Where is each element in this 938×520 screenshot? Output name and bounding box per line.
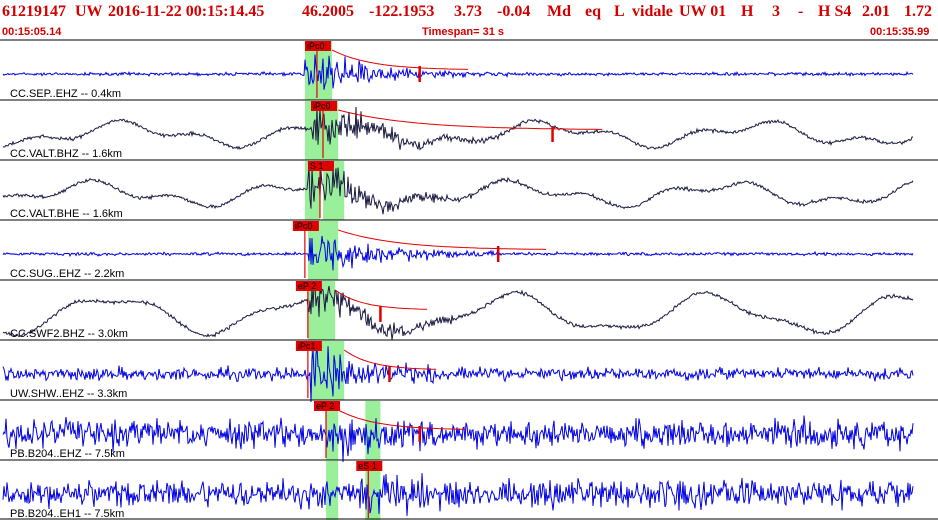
network-code: UW bbox=[75, 3, 103, 20]
dash: - bbox=[798, 3, 804, 20]
waveform bbox=[2, 285, 914, 340]
latitude: 46.2005 bbox=[302, 3, 354, 20]
origin-time: 2016-11-22 00:15:14.45 bbox=[108, 3, 265, 20]
station-label: CC.VALT.BHE -- 1.6km bbox=[10, 208, 123, 220]
coda-curve bbox=[337, 409, 467, 430]
pick-label: eS 1 bbox=[358, 461, 377, 471]
pick-label-box bbox=[295, 341, 322, 351]
pick-label-box bbox=[307, 161, 334, 171]
pick-label-box bbox=[356, 461, 383, 471]
timespan-label: Timespan= 31 s bbox=[422, 26, 505, 38]
pick-label: iPc0 bbox=[313, 101, 331, 111]
time-bar: 00:15:05.14 Timespan= 31 s 00:15:35.99 bbox=[0, 24, 938, 40]
depth: 3.73 bbox=[454, 3, 482, 20]
station-label: CC.SUG..EHZ -- 2.2km bbox=[10, 268, 124, 280]
pick-label: S 1 bbox=[310, 161, 324, 171]
pick-label: eP 2 bbox=[316, 401, 334, 411]
waveform bbox=[2, 106, 913, 151]
analysis-window bbox=[365, 401, 381, 460]
waveform bbox=[2, 345, 914, 403]
start-time: 00:15:05.14 bbox=[2, 26, 62, 38]
pick-label-box bbox=[310, 101, 337, 111]
trace-panel-6: iPc1 UW.SHW..EHZ -- 3.3km bbox=[0, 339, 938, 403]
coda-curve bbox=[338, 229, 547, 250]
longitude: -122.1953 bbox=[369, 3, 435, 20]
end-time: 00:15:35.99 bbox=[870, 26, 930, 38]
pick-label-box bbox=[292, 221, 319, 231]
waveform bbox=[2, 165, 914, 215]
waveform bbox=[2, 473, 914, 516]
magnitude-type: Md bbox=[547, 3, 571, 20]
pick-label-box bbox=[304, 41, 331, 51]
location-flag: L bbox=[614, 3, 625, 20]
waveform bbox=[2, 415, 914, 463]
phase-count: 3 bbox=[772, 3, 780, 20]
trace-panel-5: eP 2 CC.SWF2.BHZ -- 3.0km bbox=[0, 279, 938, 340]
station-label: PB.B204..EH1 -- 7.5km bbox=[10, 508, 124, 520]
trace-panel-2: iPc0 CC.VALT.BHZ -- 1.6km bbox=[0, 99, 938, 160]
pick-label: iPc0 bbox=[295, 221, 313, 231]
pick-label: iPc0 bbox=[307, 41, 325, 51]
trace-panel-3: S 1 CC.VALT.BHE -- 1.6km bbox=[0, 159, 938, 220]
pick-label: eP 2 bbox=[298, 281, 316, 291]
event-id: 61219147 bbox=[2, 3, 66, 20]
magnitude: -0.04 bbox=[497, 3, 531, 20]
value-1: 2.01 bbox=[862, 3, 890, 20]
seismogram-panel: iPc0 CC.SEP..EHZ -- 0.4km iPc0 CC.VALT.BHZ … bbox=[0, 39, 938, 520]
pick-label: iPc1 bbox=[298, 341, 316, 351]
analyst: vidale bbox=[632, 3, 673, 20]
analysis-window bbox=[326, 461, 339, 520]
pick-label-box bbox=[295, 281, 322, 291]
coda-curve bbox=[338, 109, 603, 130]
event-header: 61219147 UW 2016-11-22 00:15:14.45 46.20… bbox=[0, 1, 938, 25]
waveform bbox=[2, 235, 914, 271]
trace-panel-1: iPc0 CC.SEP..EHZ -- 0.4km bbox=[0, 39, 938, 100]
coda-curve bbox=[331, 49, 469, 70]
trace-panel-7: eP 2 PB.B204..EHZ -- 7.5km bbox=[0, 399, 938, 463]
station-label: CC.SEP..EHZ -- 0.4km bbox=[10, 88, 121, 100]
station-label: CC.SWF2.BHZ -- 3.0km bbox=[10, 328, 128, 340]
value-2: 1.72 bbox=[904, 3, 932, 20]
trace-panel-8: eS 1 PB.B204..EH1 -- 7.5km bbox=[0, 459, 938, 520]
flag-h: H bbox=[741, 3, 754, 20]
waveform bbox=[2, 54, 914, 90]
pick-label-box bbox=[314, 401, 341, 411]
event-type: eq bbox=[585, 3, 601, 20]
trace-panel-4: iPc0 CC.SUG..EHZ -- 2.2km bbox=[0, 219, 938, 280]
station-label: CC.VALT.BHZ -- 1.6km bbox=[10, 148, 122, 160]
station-label: PB.B204..EHZ -- 7.5km bbox=[10, 448, 125, 460]
quality: H S4 bbox=[818, 3, 852, 20]
solution-source: UW 01 bbox=[679, 3, 727, 20]
station-label: UW.SHW..EHZ -- 3.3km bbox=[10, 388, 127, 400]
